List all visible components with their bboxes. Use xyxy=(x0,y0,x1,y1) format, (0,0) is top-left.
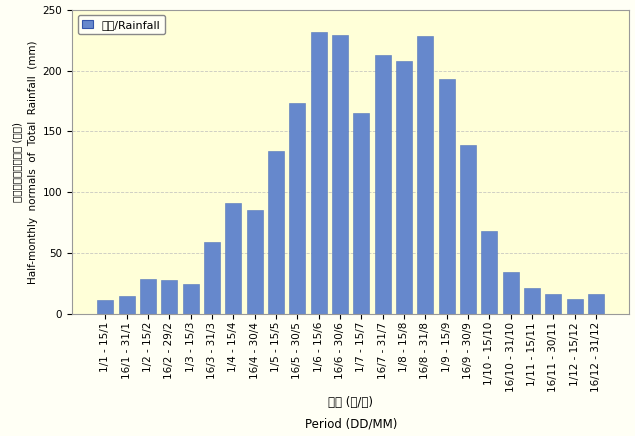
Legend: 雨量/Rainfall: 雨量/Rainfall xyxy=(77,15,165,34)
Bar xyxy=(290,103,305,314)
Bar xyxy=(396,61,412,314)
Bar xyxy=(161,280,177,314)
Bar xyxy=(503,272,519,314)
X-axis label: 期間 (日/月)
Period (DD/MM): 期間 (日/月) Period (DD/MM) xyxy=(305,396,397,430)
Bar xyxy=(481,232,497,314)
Bar xyxy=(332,35,348,314)
Bar xyxy=(417,36,433,314)
Bar xyxy=(246,210,263,314)
Bar xyxy=(460,145,476,314)
Bar xyxy=(353,113,370,314)
Bar xyxy=(567,299,583,314)
Bar xyxy=(97,300,113,314)
Y-axis label: 總雨量的半月平均値 (毫米)
Half-monthly  normals  of  Total  Rainfall  (mm): 總雨量的半月平均値 (毫米) Half-monthly normals of T… xyxy=(12,40,38,284)
Bar xyxy=(225,204,241,314)
Bar xyxy=(268,151,284,314)
Bar xyxy=(439,79,455,314)
Bar xyxy=(183,284,199,314)
Bar xyxy=(311,31,326,314)
Bar xyxy=(119,296,135,314)
Bar xyxy=(375,54,391,314)
Bar xyxy=(524,288,540,314)
Bar xyxy=(140,279,156,314)
Bar xyxy=(588,294,604,314)
Bar xyxy=(204,242,220,314)
Bar xyxy=(545,294,561,314)
